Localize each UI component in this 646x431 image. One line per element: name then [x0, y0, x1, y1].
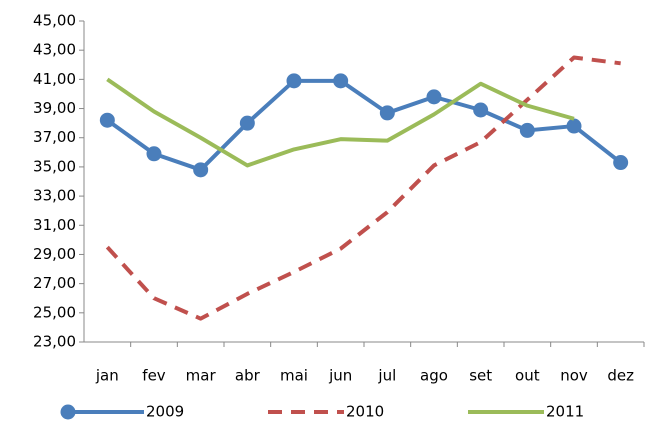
point	[519, 122, 535, 138]
y-tick-label: 45,00	[33, 12, 76, 30]
legend-label: 2009	[146, 403, 184, 421]
series-line	[106, 78, 622, 172]
point	[193, 162, 209, 178]
point	[426, 89, 442, 105]
x-tick-label: set	[469, 367, 492, 385]
x-tick-label: jul	[377, 367, 396, 385]
x-tick-label: jan	[95, 367, 119, 385]
point	[566, 118, 582, 134]
y-tick-label: 37,00	[33, 128, 76, 146]
point	[286, 73, 302, 89]
series-line	[105, 55, 621, 321]
y-tick-label: 27,00	[33, 274, 76, 292]
point	[333, 73, 349, 89]
point	[99, 112, 115, 128]
y-tick-label: 31,00	[33, 216, 76, 234]
y-tick-label: 39,00	[33, 99, 76, 117]
x-tick-label: ago	[420, 367, 448, 385]
point	[146, 146, 162, 162]
point	[239, 115, 255, 131]
x-tick-label: jun	[328, 367, 352, 385]
legend-marker	[60, 404, 76, 420]
y-tick-label: 35,00	[33, 157, 76, 175]
x-tick-label: abr	[235, 367, 261, 385]
point	[379, 105, 395, 121]
y-tick-label: 23,00	[33, 333, 76, 351]
x-tick-label: mai	[280, 367, 308, 385]
point	[473, 102, 489, 118]
legend-label: 2010	[346, 403, 384, 421]
x-tick-label: mar	[186, 367, 217, 385]
x-tick-label: fev	[142, 367, 166, 385]
y-tick-label: 43,00	[33, 41, 76, 59]
point	[613, 155, 629, 171]
x-tick-label: nov	[560, 367, 588, 385]
y-tick-label: 41,00	[33, 70, 76, 88]
y-tick-label: 33,00	[33, 187, 76, 205]
y-tick-label: 25,00	[33, 303, 76, 321]
y-tick-label: 29,00	[33, 245, 76, 263]
series-line	[106, 77, 575, 168]
legend-label: 2011	[546, 403, 584, 421]
x-tick-label: dez	[607, 367, 634, 385]
x-tick-label: out	[515, 367, 540, 385]
